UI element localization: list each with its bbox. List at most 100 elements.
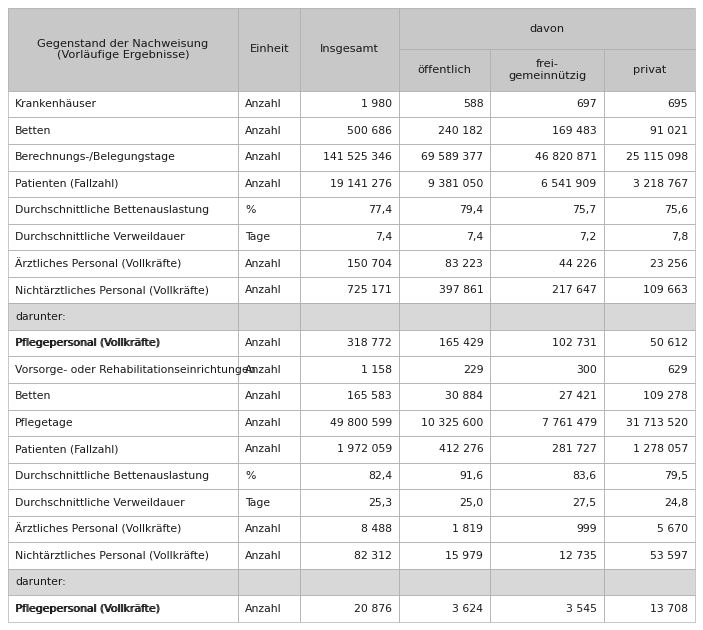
Text: 1 158: 1 158 [361, 365, 392, 375]
Bar [399, 171, 491, 197]
Bar [238, 144, 300, 171]
Bar [300, 277, 399, 303]
Text: 25,0: 25,0 [459, 498, 484, 508]
Bar [399, 330, 491, 357]
Text: 3 545: 3 545 [566, 604, 597, 614]
Text: Betten: Betten [15, 126, 51, 135]
Bar [300, 224, 399, 250]
Bar [300, 595, 399, 622]
Bar [8, 595, 238, 622]
Bar [604, 277, 695, 303]
Bar [399, 490, 491, 516]
Bar [300, 383, 399, 410]
Bar [238, 462, 300, 490]
Bar [238, 516, 300, 542]
Bar [300, 436, 399, 462]
Text: 3 218 767: 3 218 767 [633, 179, 688, 189]
Bar [491, 383, 604, 410]
Text: 3 624: 3 624 [452, 604, 484, 614]
Bar [399, 144, 491, 171]
Bar [238, 516, 300, 542]
Bar [491, 516, 604, 542]
Bar [238, 277, 300, 303]
Bar [604, 490, 695, 516]
Bar [491, 91, 604, 117]
Text: Pflegepersonal (Vollkräfte): Pflegepersonal (Vollkräfte) [15, 338, 160, 348]
Bar [300, 410, 399, 436]
Text: Anzahl: Anzahl [245, 285, 282, 295]
Bar [604, 250, 695, 277]
Bar [238, 595, 300, 622]
Text: 7 761 479: 7 761 479 [541, 418, 597, 428]
Bar [238, 490, 300, 516]
Bar [238, 410, 300, 436]
Bar [8, 569, 238, 595]
Text: 12 735: 12 735 [559, 551, 597, 561]
Bar [491, 462, 604, 490]
Text: 725 171: 725 171 [347, 285, 392, 295]
Bar [238, 250, 300, 277]
Text: Nichtärztliches Personal (Vollkräfte): Nichtärztliches Personal (Vollkräfte) [15, 285, 209, 295]
Bar [238, 436, 300, 462]
Bar [604, 490, 695, 516]
Bar [300, 542, 399, 569]
Text: Anzahl: Anzahl [245, 152, 282, 163]
Bar [604, 117, 695, 144]
Bar [8, 516, 238, 542]
Bar [399, 8, 695, 49]
Bar [8, 277, 238, 303]
Text: 30 884: 30 884 [446, 391, 484, 401]
Bar [399, 91, 491, 117]
Bar [399, 490, 491, 516]
Text: 13 708: 13 708 [650, 604, 688, 614]
Text: 695: 695 [667, 99, 688, 109]
Text: darunter:: darunter: [15, 577, 66, 587]
Bar [300, 250, 399, 277]
Text: Anzahl: Anzahl [245, 551, 282, 561]
Bar [8, 569, 238, 595]
Text: 165 429: 165 429 [439, 338, 484, 348]
Bar [8, 436, 238, 462]
Bar [491, 436, 604, 462]
Text: 1 972 059: 1 972 059 [337, 444, 392, 454]
Text: 109 278: 109 278 [643, 391, 688, 401]
Text: 7,2: 7,2 [579, 232, 597, 242]
Bar [491, 303, 604, 330]
Bar [238, 224, 300, 250]
Bar [604, 595, 695, 622]
Bar [604, 224, 695, 250]
Text: Tage: Tage [245, 498, 271, 508]
Bar [604, 171, 695, 197]
Bar [491, 49, 604, 91]
Text: Berechnungs-/Belegungstage: Berechnungs-/Belegungstage [15, 152, 176, 163]
Bar [604, 436, 695, 462]
Text: 27 421: 27 421 [559, 391, 597, 401]
Text: 5 670: 5 670 [657, 524, 688, 534]
Text: Tage: Tage [245, 232, 271, 242]
Text: Pflegetage: Pflegetage [15, 418, 74, 428]
Bar [491, 224, 604, 250]
Bar [238, 144, 300, 171]
Bar [238, 224, 300, 250]
Text: 102 731: 102 731 [552, 338, 597, 348]
Text: 69 589 377: 69 589 377 [421, 152, 484, 163]
Text: 397 861: 397 861 [439, 285, 484, 295]
Bar [399, 197, 491, 224]
Bar [491, 277, 604, 303]
Text: darunter:: darunter: [15, 312, 66, 321]
Text: Einheit: Einheit [250, 45, 289, 54]
Bar [604, 303, 695, 330]
Text: 83,6: 83,6 [572, 471, 597, 481]
Text: 75,7: 75,7 [572, 205, 597, 215]
Text: Patienten (Fallzahl): Patienten (Fallzahl) [15, 444, 119, 454]
Bar [300, 516, 399, 542]
Text: Anzahl: Anzahl [245, 444, 282, 454]
Bar [604, 250, 695, 277]
Bar [300, 595, 399, 622]
Bar [300, 410, 399, 436]
Text: 53 597: 53 597 [650, 551, 688, 561]
Text: 19 141 276: 19 141 276 [330, 179, 392, 189]
Bar [491, 436, 604, 462]
Text: Insgesamt: Insgesamt [320, 45, 379, 54]
Bar [399, 49, 491, 91]
